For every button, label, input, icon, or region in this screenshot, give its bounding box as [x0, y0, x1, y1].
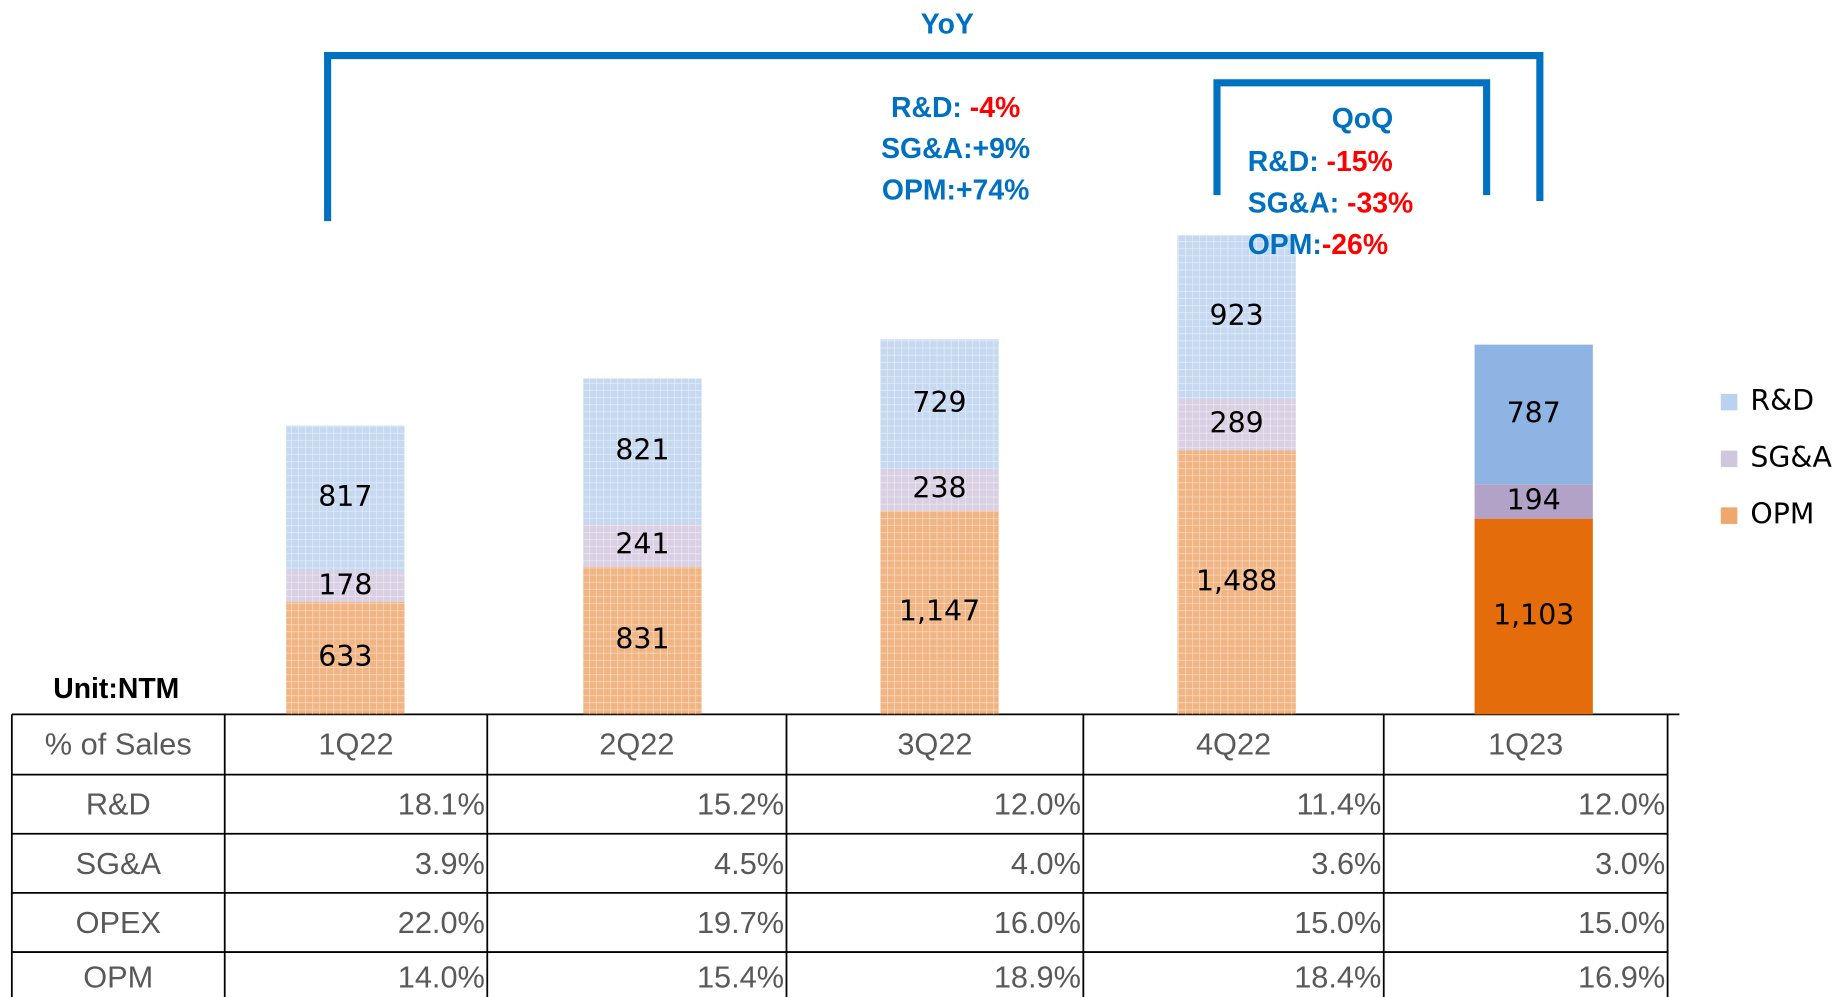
data-label: 729 — [912, 386, 966, 419]
bar-texture — [880, 339, 999, 469]
data-label: 923 — [1210, 299, 1264, 332]
bar-texture — [583, 378, 702, 525]
table-cell: 19.7% — [697, 905, 784, 940]
annotation-change: +9% — [973, 133, 1031, 165]
table-cell: 18.4% — [1294, 959, 1381, 994]
table-cell: 18.1% — [398, 787, 485, 822]
table-cell: 16.9% — [1578, 959, 1665, 994]
data-label: 1,488 — [1196, 564, 1277, 597]
yoy-bracket — [324, 52, 1544, 222]
data-label: 633 — [318, 640, 372, 673]
bar-texture — [583, 566, 702, 715]
table-cell: 11.4% — [1297, 787, 1382, 822]
annotation: SG&A: -33% — [1248, 187, 1414, 219]
table-cell: 16.0% — [994, 905, 1081, 940]
table-header: % of Sales — [45, 726, 192, 761]
table-cell: 3.9% — [415, 846, 485, 881]
annotation-change: -26% — [1322, 228, 1388, 260]
bar-texture — [286, 425, 405, 571]
annotation-change: -33% — [1347, 187, 1413, 219]
annotation-change: -4% — [970, 91, 1020, 123]
bar-texture — [1177, 235, 1296, 400]
table-cell: SG&A — [76, 846, 162, 881]
data-label: 289 — [1210, 407, 1264, 440]
annotation: R&D: -15% — [1248, 146, 1393, 178]
annotation-label: SG&A: — [1248, 187, 1347, 219]
yoy-title: YoY — [921, 9, 974, 41]
table-header: 4Q22 — [1196, 726, 1271, 761]
table-cell: OPEX — [76, 905, 161, 940]
annotation: OPM:-26% — [1248, 228, 1388, 260]
table-cell: 4.0% — [1011, 846, 1081, 881]
table-cell: 3.6% — [1311, 846, 1381, 881]
table-cell: 18.9% — [994, 959, 1081, 994]
annotation: SG&A:+9% — [881, 133, 1030, 165]
table-cell: 12.0% — [994, 787, 1081, 822]
bar-segment — [1474, 484, 1593, 519]
bar-texture — [880, 510, 999, 715]
legend-swatch — [1720, 450, 1738, 468]
annotation-change: -15% — [1327, 146, 1393, 178]
bar-texture — [583, 524, 702, 567]
data-label: 1,103 — [1493, 599, 1574, 632]
annotation-label: SG&A: — [881, 133, 972, 165]
bar-texture — [1177, 450, 1296, 715]
data-label: 194 — [1507, 483, 1561, 516]
table-header: 2Q22 — [599, 726, 674, 761]
annotation-label: OPM: — [1248, 228, 1322, 260]
legend-label: OPM — [1750, 498, 1814, 531]
table-cell: 22.0% — [398, 905, 485, 940]
data-label: 787 — [1507, 396, 1561, 429]
annotation: OPM:+74% — [882, 174, 1029, 206]
unit-label: Unit:NTM — [53, 673, 179, 705]
bar-texture — [286, 602, 405, 715]
bar-texture — [1177, 399, 1296, 451]
data-label: 241 — [615, 528, 669, 561]
qoq-title: QoQ — [1332, 103, 1393, 135]
legend-label: R&D — [1750, 384, 1814, 417]
table-cell: 15.2% — [697, 787, 784, 822]
annotation-label: R&D: — [891, 91, 970, 123]
annotation-change: +74% — [956, 174, 1029, 206]
table-cell: 14.0% — [398, 959, 485, 994]
table-cell: 12.0% — [1578, 787, 1665, 822]
data-label: 178 — [318, 568, 372, 601]
bar-texture — [880, 468, 999, 511]
legend-label: SG&A — [1750, 441, 1832, 474]
table-cell: 15.0% — [1294, 905, 1381, 940]
table-cell: R&D — [86, 787, 151, 822]
data-label: 831 — [615, 623, 669, 656]
data-label: 1,147 — [899, 595, 980, 628]
annotation-label: R&D: — [1248, 146, 1327, 178]
table-header: 1Q23 — [1488, 726, 1563, 761]
table-cell: 3.0% — [1595, 846, 1665, 881]
data-label: 821 — [615, 433, 669, 466]
qoq-bracket — [1213, 79, 1491, 196]
legend-swatch — [1720, 507, 1738, 524]
table-header: 1Q22 — [318, 726, 393, 761]
table-cell: 4.5% — [714, 846, 784, 881]
bar-segment — [1474, 344, 1593, 485]
data-label: 238 — [912, 472, 966, 505]
table-header: 3Q22 — [897, 726, 972, 761]
legend-swatch — [1720, 393, 1738, 411]
bar-segment — [1474, 518, 1593, 715]
table-cell: 15.4% — [697, 959, 784, 994]
annotation-label: OPM: — [882, 174, 956, 206]
table-cell: 15.0% — [1578, 905, 1665, 940]
bar-texture — [286, 570, 405, 603]
table-cell: OPM — [83, 959, 153, 994]
annotation: R&D: -4% — [891, 91, 1020, 123]
data-label: 817 — [318, 480, 372, 513]
table — [10, 713, 1680, 997]
